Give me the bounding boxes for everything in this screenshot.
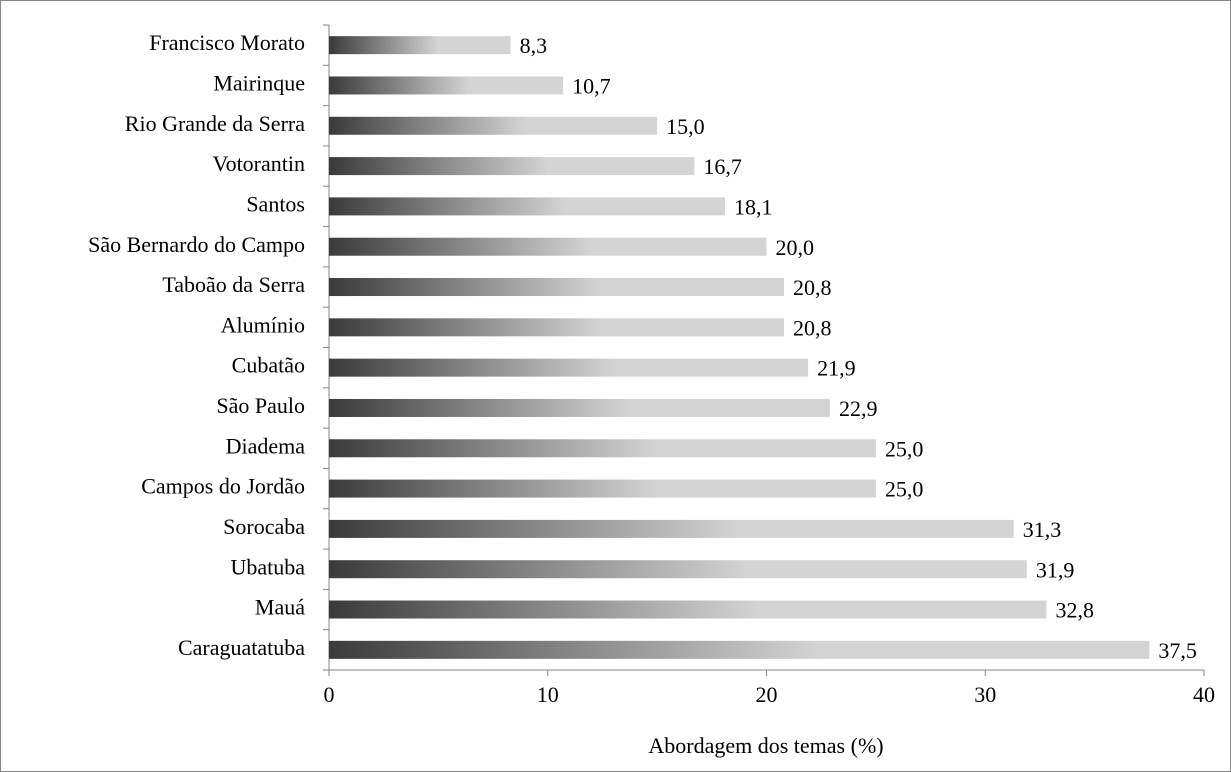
value-label: 16,7 (703, 154, 742, 179)
bar (329, 278, 784, 297)
y-tick-label: Mairinque (213, 71, 305, 96)
value-label: 21,9 (817, 356, 856, 381)
y-tick-label: Ubatuba (230, 554, 305, 579)
value-label: 8,3 (520, 33, 548, 58)
x-tick-label: 0 (324, 682, 335, 707)
bar (329, 560, 1027, 579)
value-label: 31,3 (1023, 517, 1062, 542)
y-tick-label: Diadema (226, 433, 306, 458)
value-label: 22,9 (839, 396, 878, 421)
y-tick-label: Alumínio (221, 312, 305, 337)
x-axis-label: Abordagem dos temas (%) (648, 733, 883, 758)
value-label: 37,5 (1158, 638, 1197, 663)
y-tick-label: Caraguatatuba (178, 635, 305, 660)
y-tick-label: Taboão da Serra (162, 272, 305, 297)
y-tick-label: Santos (246, 191, 305, 216)
x-tick-label: 30 (974, 682, 996, 707)
bar (329, 157, 695, 176)
y-tick-label: Campos do Jordão (141, 474, 305, 499)
y-tick-label: Rio Grande da Serra (125, 111, 305, 136)
value-label: 31,9 (1036, 557, 1075, 582)
value-label: 25,0 (885, 436, 924, 461)
bar (329, 76, 564, 95)
x-tick-label: 40 (1193, 682, 1215, 707)
value-label: 10,7 (572, 74, 611, 99)
bar (329, 116, 658, 135)
y-tick-label: São Paulo (216, 393, 305, 418)
x-tick-label: 20 (756, 682, 778, 707)
bar (329, 36, 511, 55)
bar (329, 600, 1047, 619)
bar (329, 640, 1150, 659)
value-label: 20,8 (793, 275, 832, 300)
y-tick-label: Sorocaba (223, 514, 305, 539)
x-tick-label: 10 (537, 682, 559, 707)
y-tick-label: Francisco Morato (149, 30, 305, 55)
bar (329, 439, 876, 458)
y-tick-label: Cubatão (232, 353, 305, 378)
bar (329, 398, 830, 417)
value-label: 20,0 (776, 235, 815, 260)
bar (329, 318, 784, 337)
value-label: 15,0 (666, 114, 705, 139)
value-label: 20,8 (793, 315, 832, 340)
y-tick-label: São Bernardo do Campo (88, 232, 305, 257)
y-tick-label: Mauá (255, 595, 305, 620)
value-label: 25,0 (885, 477, 924, 502)
bar (329, 358, 809, 377)
value-label: 18,1 (734, 194, 773, 219)
bar (329, 479, 876, 498)
value-label: 32,8 (1056, 598, 1095, 623)
bar (329, 519, 1014, 538)
bar (329, 197, 725, 216)
bar (329, 237, 767, 256)
y-tick-label: Votorantin (213, 151, 305, 176)
